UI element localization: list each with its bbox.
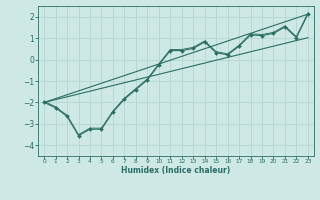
X-axis label: Humidex (Indice chaleur): Humidex (Indice chaleur) <box>121 166 231 175</box>
